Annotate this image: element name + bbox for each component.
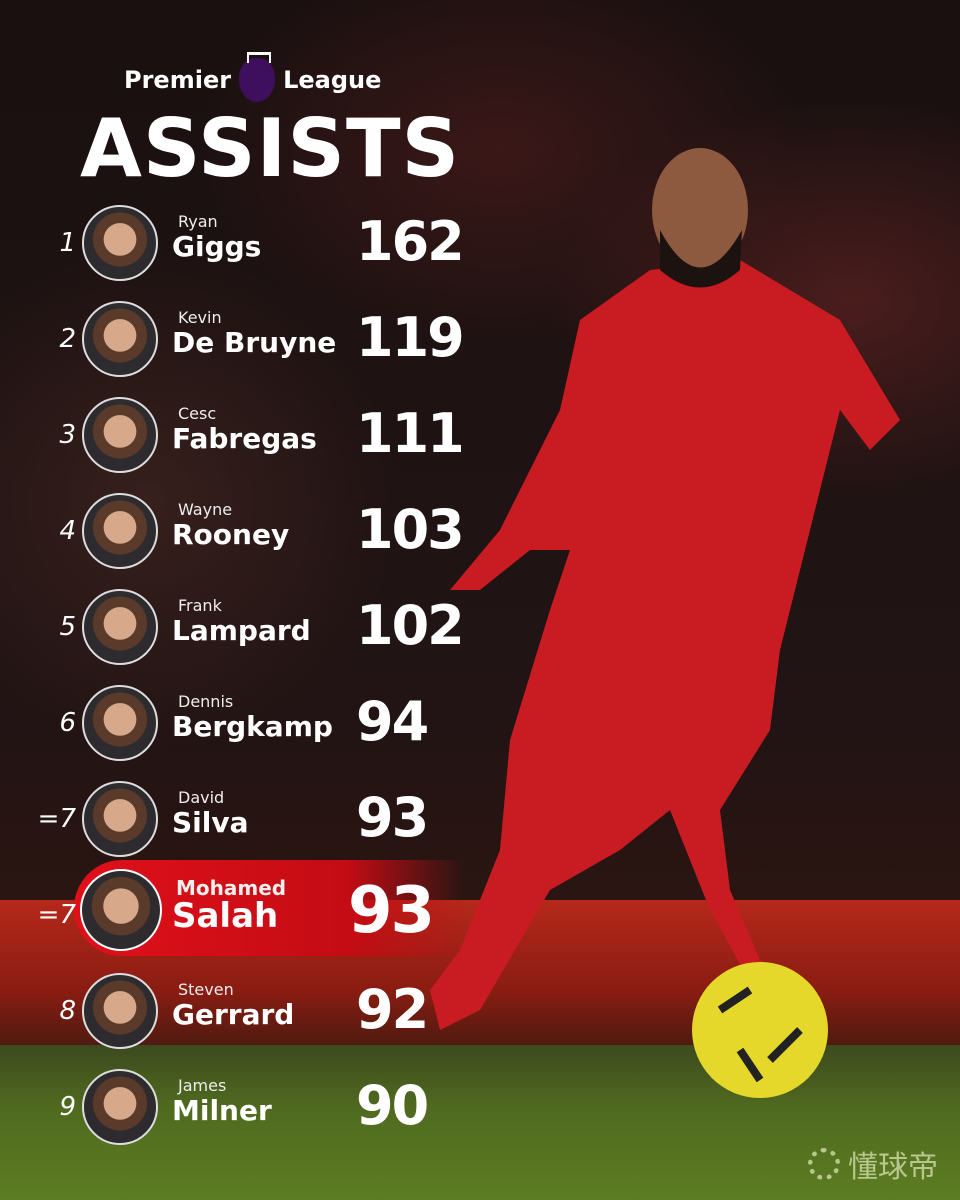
leaderboard-row: 1 Ryan Giggs 162 xyxy=(0,200,465,286)
assists-count: 93 xyxy=(356,786,429,849)
premier-league-lion-logo xyxy=(239,52,276,102)
brand-left: Premier xyxy=(124,66,232,94)
last-name: Lampard xyxy=(172,614,311,647)
rank: 5 xyxy=(59,612,76,642)
avatar xyxy=(82,781,158,857)
first-name: Steven xyxy=(178,980,234,999)
assists-count: 103 xyxy=(356,498,465,561)
first-name: Mohamed xyxy=(176,876,287,900)
first-name: James xyxy=(178,1076,227,1095)
avatar xyxy=(82,589,158,665)
assists-count: 92 xyxy=(356,978,429,1041)
avatar xyxy=(82,205,158,281)
rank: 3 xyxy=(59,420,76,450)
rank: 6 xyxy=(59,708,76,738)
rank: 2 xyxy=(59,324,76,354)
assists-count: 162 xyxy=(356,210,465,273)
rank: 9 xyxy=(59,1092,76,1122)
leaderboard-row: 8 Steven Gerrard 92 xyxy=(0,968,460,1054)
assists-count: 102 xyxy=(356,594,465,657)
brand-right: League xyxy=(283,66,382,94)
first-name: Frank xyxy=(178,596,222,615)
rank: 4 xyxy=(59,516,76,546)
last-name: Milner xyxy=(172,1094,272,1127)
watermark: 懂球帝 xyxy=(808,1142,938,1186)
leaderboard-row: 2 Kevin De Bruyne 119 xyxy=(0,296,465,382)
assists-count: 94 xyxy=(356,690,429,753)
last-name: Fabregas xyxy=(172,422,317,455)
first-name: Wayne xyxy=(178,500,233,519)
avatar xyxy=(82,301,158,377)
leaderboard-row: =7 David Silva 93 xyxy=(0,776,460,862)
avatar xyxy=(82,685,158,761)
first-name: Cesc xyxy=(178,404,217,423)
leaderboard-row: 3 Cesc Fabregas 111 xyxy=(0,392,465,478)
leaderboard-row: 5 Frank Lampard 102 xyxy=(0,584,465,670)
assists-count: 111 xyxy=(356,402,465,465)
avatar xyxy=(82,1069,158,1145)
first-name: Kevin xyxy=(178,308,222,327)
rank: 1 xyxy=(59,228,76,258)
player-photo xyxy=(430,148,900,1098)
last-name: Silva xyxy=(172,806,249,839)
leaderboard-row: =7 Mohamed Salah 93 xyxy=(0,860,464,958)
last-name: Gerrard xyxy=(172,998,295,1031)
assists-count: 119 xyxy=(356,306,465,369)
watermark-text: 懂球帝 xyxy=(848,1150,938,1185)
last-name: Giggs xyxy=(172,230,262,263)
rank: =7 xyxy=(37,804,76,834)
rank: 8 xyxy=(59,996,76,1026)
rank: =7 xyxy=(37,900,76,930)
first-name: Dennis xyxy=(178,692,234,711)
football xyxy=(692,962,828,1098)
first-name: Ryan xyxy=(178,212,218,231)
last-name: Salah xyxy=(172,896,279,936)
first-name: David xyxy=(178,788,225,807)
premier-league-brand: Premier League xyxy=(124,52,382,102)
football-logo-icon xyxy=(808,1148,840,1180)
page-title: ASSISTS xyxy=(80,102,461,195)
avatar xyxy=(82,973,158,1049)
last-name: De Bruyne xyxy=(172,326,337,359)
leaderboard-row: 9 James Milner 90 xyxy=(0,1064,460,1150)
avatar xyxy=(82,493,158,569)
avatar xyxy=(82,397,158,473)
leaderboard-row: 6 Dennis Bergkamp 94 xyxy=(0,680,460,766)
assists-count: 90 xyxy=(356,1074,429,1137)
last-name: Bergkamp xyxy=(172,710,333,743)
assists-count: 93 xyxy=(348,874,435,948)
leaderboard-row: 4 Wayne Rooney 103 xyxy=(0,488,465,574)
avatar xyxy=(80,869,162,951)
last-name: Rooney xyxy=(172,518,290,551)
